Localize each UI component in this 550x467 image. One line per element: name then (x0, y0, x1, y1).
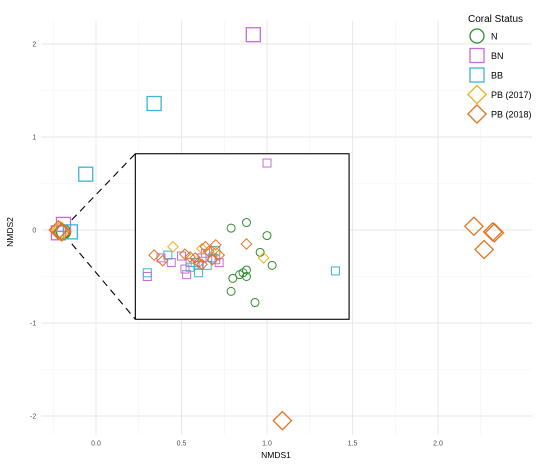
inset-frame (71, 153, 350, 320)
legend: Coral Status N BN BB PB (2017) PB (2018) (466, 14, 532, 125)
y-axis-title: NMDS2 (5, 217, 15, 247)
x-tick-label: 0.0 (91, 441, 101, 448)
inset-point-pb-2018 (179, 248, 191, 261)
y-tick-labels: -2 -1 0 1 2 (30, 42, 36, 421)
legend-label-pb-2017: PB (2017) (491, 90, 532, 100)
inset-point-n (250, 298, 260, 308)
inset-point-pb-2018 (184, 251, 196, 263)
point-bb (78, 166, 94, 182)
inset-point-pb-2018 (199, 240, 212, 253)
legend-label-pb-2018: PB (2018) (491, 110, 532, 120)
point-bn (245, 27, 261, 43)
inset-point-bb (163, 250, 173, 260)
y-tick-label: -1 (30, 321, 36, 328)
y-tick-label: -2 (30, 414, 36, 421)
inset-point-pb-2018 (213, 249, 226, 262)
inset-point-bb (202, 260, 212, 270)
inset-point-bb (330, 266, 340, 276)
point-pb-2018 (463, 216, 484, 237)
legend-label-n: N (491, 32, 498, 42)
legend-key-bn (469, 47, 485, 64)
inset-point-pb-2018 (196, 258, 208, 271)
inset-point-n (267, 260, 277, 270)
zoom-connector-bottom (71, 243, 136, 320)
inset-point-bb (142, 268, 152, 278)
inset-point-pb-2018 (192, 256, 205, 269)
main-points (48, 27, 505, 431)
inset-point-pb-2017 (196, 242, 208, 255)
inset-point-pb-2018 (206, 253, 219, 266)
inset-point-bn (262, 158, 272, 168)
inset-point-pb-2018 (148, 249, 161, 262)
x-tick-label: 1.0 (262, 441, 272, 448)
point-pb-2018 (484, 222, 505, 243)
point-pb-2018 (474, 239, 495, 260)
inset-point-bn (180, 264, 190, 274)
zoom-connector-top (71, 153, 136, 221)
inset-point-pb-2018 (240, 238, 253, 250)
legend-title: Coral Status (468, 14, 523, 25)
inset-point-pb-2017 (167, 240, 179, 253)
x-tick-labels: 0.0 0.5 1.0 1.5 2.0 (91, 441, 443, 448)
inset-point-pb-2018 (189, 251, 202, 264)
inset-point-n (228, 273, 238, 283)
inset-point-bn (166, 258, 176, 268)
inset-point-pb-2017 (257, 251, 270, 264)
inset-point-pb-2018 (202, 245, 215, 258)
inset-point-bn (182, 270, 192, 280)
point-bb (62, 224, 78, 240)
inset-point-pb-2018 (156, 254, 169, 267)
legend-key-pb-2018 (466, 103, 488, 125)
inset-point-pb-2018 (209, 238, 222, 251)
inset-point-bn (194, 260, 204, 270)
inset-points (142, 158, 340, 308)
legend-key-pb-2017 (466, 84, 488, 105)
point-bb (146, 95, 162, 112)
x-tick-label: 1.5 (348, 441, 358, 448)
inset-point-n (226, 286, 236, 296)
inset-box (134, 153, 350, 320)
inset-point-bb (194, 268, 204, 278)
inset-point-n (241, 272, 251, 281)
y-tick-label: 2 (32, 42, 36, 49)
x-tick-label: 2.0 (433, 441, 443, 448)
inset-point-n (241, 265, 251, 275)
x-axis-title: NMDS1 (261, 450, 291, 460)
inset-point-n (226, 223, 236, 233)
legend-key-bb (469, 67, 485, 83)
legend-label-bb: BB (491, 71, 503, 81)
y-tick-label: 1 (32, 135, 36, 142)
point-pb-2018 (48, 219, 69, 241)
x-tick-label: 0.5 (177, 441, 187, 448)
inset-point-n (262, 231, 272, 241)
y-tick-label: 0 (32, 228, 36, 235)
inset-point-bb (185, 262, 195, 272)
point-pb-2018 (272, 410, 293, 431)
legend-label-bn: BN (491, 51, 504, 61)
point-pb-2018 (51, 221, 72, 242)
inset-point-n (241, 218, 251, 228)
legend-key-n (469, 28, 485, 44)
